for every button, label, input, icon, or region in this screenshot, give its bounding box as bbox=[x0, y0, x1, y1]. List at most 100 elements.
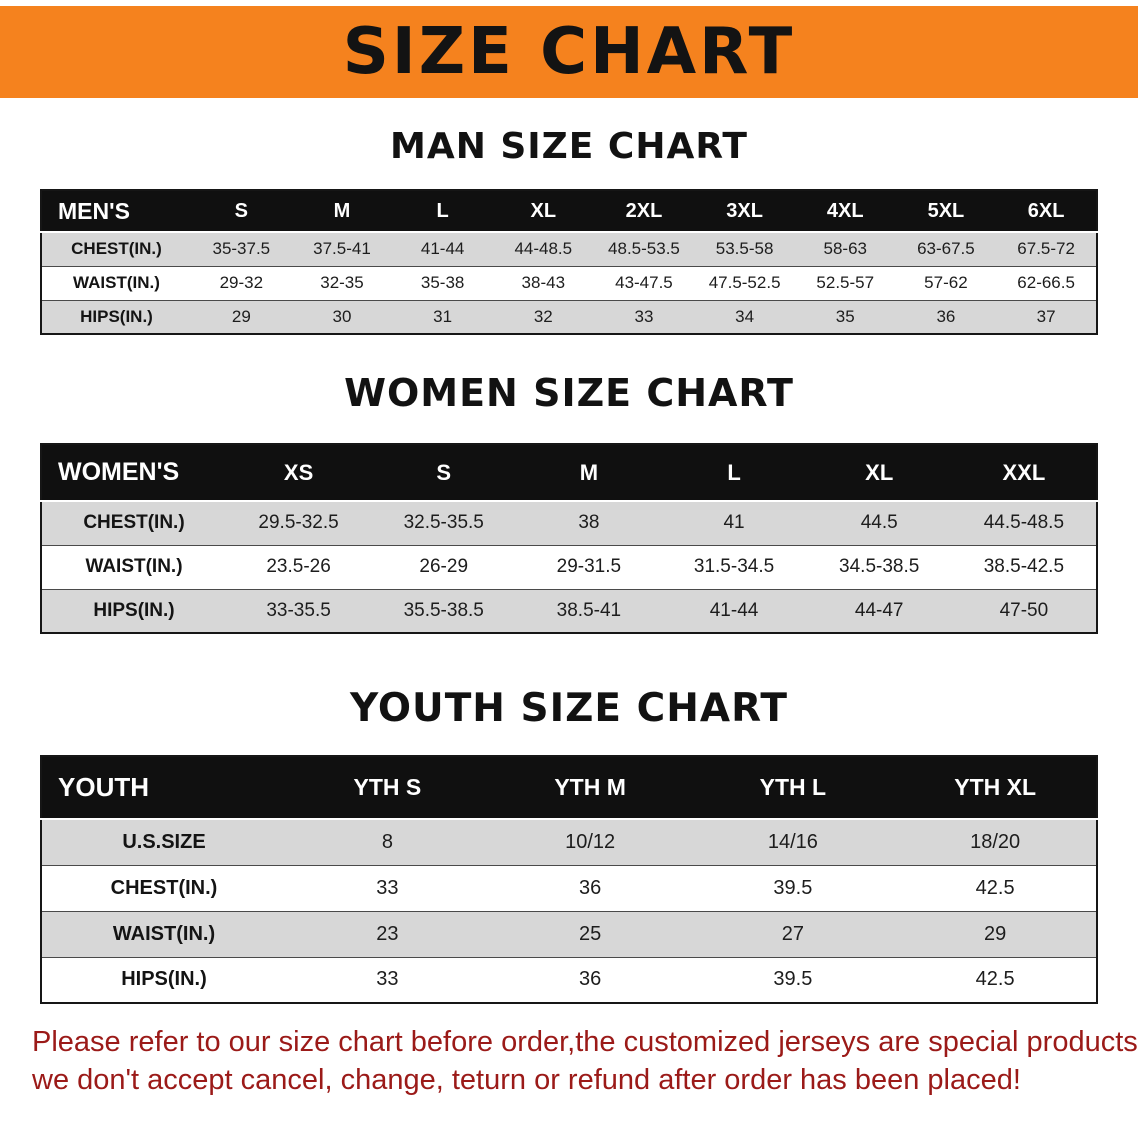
row-label: CHEST(IN.) bbox=[71, 239, 162, 259]
size-column-header: YTH S bbox=[286, 756, 489, 820]
table-row: WAIST(IN.) 29-32 32-35 35-38 38-43 43-47.5 47.… bbox=[41, 266, 1097, 300]
youth-section-heading: YOUTH SIZE CHART bbox=[350, 686, 788, 731]
size-column-header: XS bbox=[226, 444, 372, 502]
value-cell: 58-63 bbox=[823, 239, 867, 259]
value-cell: 35.5-38.5 bbox=[403, 599, 484, 621]
value-cell: 25 bbox=[579, 922, 602, 945]
table-row: HIPS(IN.) 33-35.5 35.5-38.5 38.5-41 41-44 44-… bbox=[41, 589, 1097, 633]
row-label: WAIST(IN.) bbox=[112, 922, 216, 945]
women-size-table: WOMEN'S XS S M L XL XXL CHEST(IN.) 29.5-32.5 32.5… bbox=[40, 443, 1098, 634]
women-size-chart-section: WOMEN SIZE CHART WOMEN'S XS S M L XL XXL CHEST(I… bbox=[0, 371, 1138, 634]
value-cell: 36 bbox=[579, 876, 602, 899]
row-label: HIPS(IN.) bbox=[93, 599, 175, 621]
value-cell: 44-47 bbox=[854, 599, 904, 621]
value-cell: 33 bbox=[634, 306, 654, 326]
table-header-row: WOMEN'S XS S M L XL XXL bbox=[41, 444, 1097, 502]
value-cell: 23 bbox=[376, 922, 399, 945]
value-cell: 33 bbox=[376, 968, 399, 991]
row-label: WAIST(IN.) bbox=[73, 273, 160, 292]
table-title-cell: YOUTH bbox=[41, 756, 286, 820]
table-row: WAIST(IN.) 23 25 27 29 bbox=[41, 911, 1097, 957]
value-cell: 41-44 bbox=[709, 599, 759, 621]
table-row: HIPS(IN.) 33 36 39.5 42.5 bbox=[41, 957, 1097, 1003]
value-cell: 32-35 bbox=[320, 273, 364, 292]
value-cell: 44.5-48.5 bbox=[983, 512, 1065, 534]
disclaimer: Please refer to our size chart before or… bbox=[0, 1024, 1138, 1099]
men-section-heading: MAN SIZE CHART bbox=[390, 126, 748, 167]
value-cell: 31 bbox=[433, 306, 453, 326]
value-cell: 36 bbox=[579, 968, 602, 991]
value-cell: 29 bbox=[231, 306, 251, 326]
value-cell: 33-35.5 bbox=[266, 599, 331, 621]
value-cell: 63-67.5 bbox=[917, 239, 975, 259]
value-cell: 29.5-32.5 bbox=[258, 512, 339, 534]
disclaimer-line-1: Please refer to our size chart before or… bbox=[32, 1026, 1138, 1058]
value-cell: 32.5-35.5 bbox=[403, 512, 484, 534]
men-size-chart-section: MAN SIZE CHART MEN'S S M L XL 2XL 3XL 4XL 5XL 6XL C… bbox=[0, 126, 1138, 335]
size-column-header: XL bbox=[806, 444, 952, 502]
value-cell: 57-62 bbox=[924, 273, 968, 292]
size-column-header: 3XL bbox=[694, 190, 795, 233]
size-chart-sections: MAN SIZE CHART MEN'S S M L XL 2XL 3XL 4XL 5XL 6XL C… bbox=[0, 126, 1138, 1004]
value-cell: 32 bbox=[533, 306, 553, 326]
value-cell: 44-48.5 bbox=[514, 239, 573, 259]
table-row: U.S.SIZE 8 10/12 14/16 18/20 bbox=[41, 819, 1097, 865]
table-header-row: YOUTH YTH S YTH M YTH L YTH XL bbox=[41, 756, 1097, 820]
row-label: HIPS(IN.) bbox=[80, 306, 153, 326]
row-label: CHEST(IN.) bbox=[110, 876, 218, 899]
size-column-header: M bbox=[291, 190, 393, 233]
value-cell: 34 bbox=[735, 306, 755, 326]
value-cell: 34.5-38.5 bbox=[839, 556, 920, 577]
table-row: WAIST(IN.) 23.5-26 26-29 29-31.5 31.5-34.5 34… bbox=[41, 545, 1097, 589]
size-column-header: XL bbox=[492, 190, 594, 233]
value-cell: 38 bbox=[578, 512, 600, 534]
value-cell: 33 bbox=[376, 876, 399, 899]
size-column-header: S bbox=[191, 190, 292, 233]
row-label: U.S.SIZE bbox=[122, 830, 206, 853]
men-size-table: MEN'S S M L XL 2XL 3XL 4XL 5XL 6XL CHEST(IN.) 35-37… bbox=[40, 189, 1098, 335]
value-cell: 8 bbox=[381, 830, 393, 853]
value-cell: 30 bbox=[332, 306, 352, 326]
banner-title: SIZE CHART bbox=[342, 15, 796, 89]
value-cell: 44.5 bbox=[860, 512, 898, 534]
value-cell: 36 bbox=[936, 306, 956, 326]
value-cell: 39.5 bbox=[773, 876, 813, 899]
value-cell: 67.5-72 bbox=[1017, 239, 1075, 259]
table-row: HIPS(IN.) 29 30 31 32 33 34 35 36 37 bbox=[41, 300, 1097, 334]
value-cell: 62-66.5 bbox=[1017, 273, 1075, 292]
table-row: CHEST(IN.) 29.5-32.5 32.5-35.5 38 41 44.5 44.5… bbox=[41, 501, 1097, 545]
value-cell: 47.5-52.5 bbox=[708, 273, 781, 292]
size-column-header: 4XL bbox=[794, 190, 896, 233]
table-row: CHEST(IN.) 33 36 39.5 42.5 bbox=[41, 865, 1097, 911]
value-cell: 47-50 bbox=[999, 599, 1049, 621]
value-cell: 29 bbox=[984, 922, 1007, 945]
value-cell: 10/12 bbox=[565, 830, 616, 853]
size-column-header: 2XL bbox=[593, 190, 695, 233]
value-cell: 38.5-42.5 bbox=[983, 556, 1065, 577]
value-cell: 39.5 bbox=[773, 968, 813, 991]
value-cell: 37.5-41 bbox=[313, 239, 371, 259]
value-cell: 31.5-34.5 bbox=[693, 556, 775, 577]
value-cell: 26-29 bbox=[419, 556, 469, 577]
table-row: CHEST(IN.) 35-37.5 37.5-41 41-44 44-48.5 48.5… bbox=[41, 232, 1097, 266]
value-cell: 23.5-26 bbox=[266, 556, 331, 577]
table-title-cell: WOMEN'S bbox=[41, 444, 226, 502]
size-column-header: L bbox=[661, 444, 807, 502]
value-cell: 37 bbox=[1036, 306, 1056, 326]
youth-size-chart-section: YOUTH SIZE CHART YOUTH YTH S YTH M YTH L YTH … bbox=[0, 686, 1138, 1004]
value-cell: 29-31.5 bbox=[556, 556, 622, 577]
size-column-header: 5XL bbox=[895, 190, 997, 233]
size-column-header: 6XL bbox=[996, 190, 1097, 233]
value-cell: 42.5 bbox=[975, 968, 1015, 991]
size-column-header: L bbox=[392, 190, 493, 233]
value-cell: 29-32 bbox=[219, 273, 264, 292]
size-column-header: XXL bbox=[951, 444, 1097, 502]
youth-size-table: YOUTH YTH S YTH M YTH L YTH XL U.S.SIZE 8 10/12… bbox=[40, 755, 1098, 1004]
size-column-header: M bbox=[516, 444, 662, 502]
value-cell: 41-44 bbox=[420, 239, 465, 259]
value-cell: 48.5-53.5 bbox=[608, 239, 680, 259]
women-section-heading: WOMEN SIZE CHART bbox=[344, 371, 794, 415]
size-column-header: S bbox=[371, 444, 517, 502]
value-cell: 52.5-57 bbox=[816, 273, 875, 292]
value-cell: 35-38 bbox=[420, 273, 465, 292]
